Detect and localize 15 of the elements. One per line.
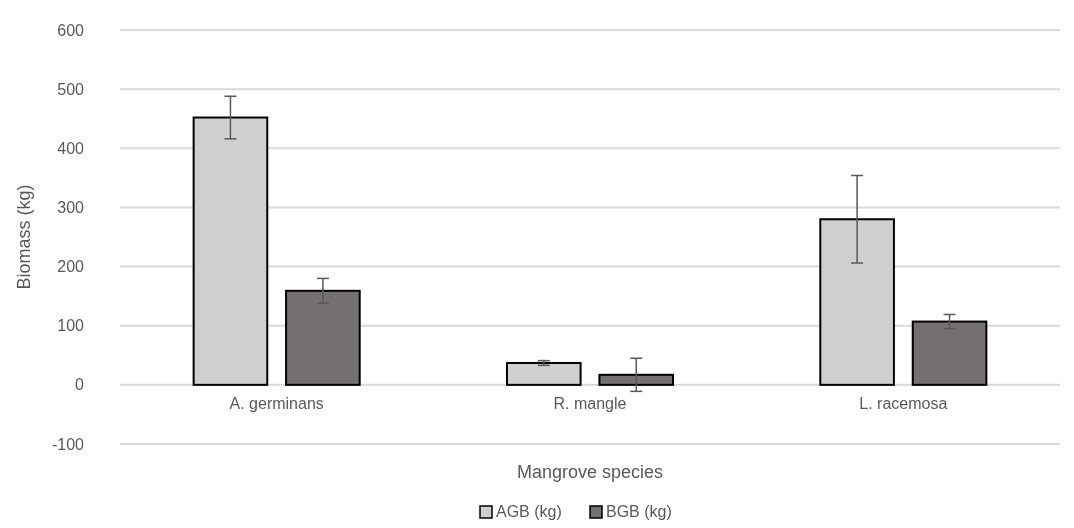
- legend-label: AGB (kg): [496, 503, 562, 520]
- x-axis-title: Mangrove species: [516, 462, 664, 482]
- y-tick-label: 200: [57, 258, 85, 276]
- y-tick-label: 400: [57, 139, 85, 157]
- y-tick-label: 0: [75, 376, 85, 394]
- y-tick-label: -100: [51, 435, 85, 453]
- y-tick-label: 500: [57, 80, 85, 98]
- y-tick-label: 300: [57, 199, 85, 217]
- x-tick-label: A. germinans: [229, 395, 324, 412]
- y-axis-title: Biomass (kg): [14, 184, 34, 290]
- x-tick-label: R. mangle: [553, 395, 627, 412]
- legend-label: BGB (kg): [606, 503, 672, 520]
- y-tick-label: 600: [57, 21, 85, 39]
- x-tick-label: L. racemosa: [859, 395, 948, 412]
- y-tick-label: 100: [57, 317, 85, 335]
